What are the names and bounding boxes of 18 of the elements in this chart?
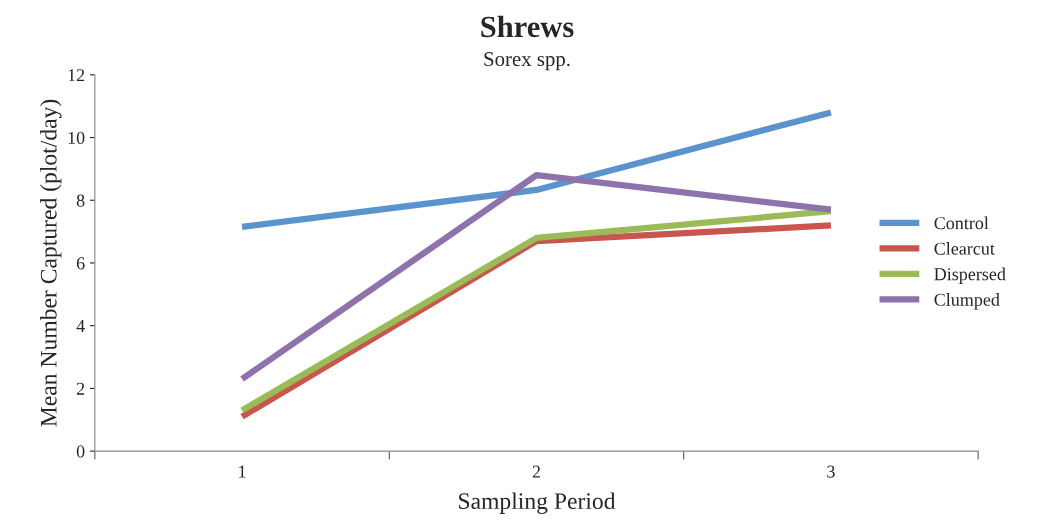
y-tick-label: 4 bbox=[76, 320, 85, 332]
y-tick-label: 10 bbox=[68, 131, 85, 144]
y-tick-label: 8 bbox=[76, 194, 85, 207]
legend-label: Clumped bbox=[934, 293, 1000, 310]
chart-title: Shrews bbox=[481, 15, 574, 38]
x-tick-label: 3 bbox=[827, 465, 835, 478]
x-tick-label: 2 bbox=[532, 465, 540, 478]
y-tick-label: 6 bbox=[76, 257, 85, 270]
y-tick-label: 12 bbox=[68, 69, 85, 82]
y-tick-label: 2 bbox=[76, 382, 85, 395]
legend-label: Clearcut bbox=[934, 242, 995, 255]
legend-label: Dispersed bbox=[934, 267, 1006, 284]
x-axis-title: Sampling Period bbox=[459, 492, 616, 514]
x-tick-label: 1 bbox=[239, 465, 246, 478]
y-axis-title: Mean Number Captured (plot/day) bbox=[40, 99, 62, 427]
y-tick-label: 0 bbox=[76, 445, 85, 458]
legend-label: Control bbox=[934, 216, 989, 230]
chart-subtitle: Sorex spp. bbox=[484, 52, 570, 71]
